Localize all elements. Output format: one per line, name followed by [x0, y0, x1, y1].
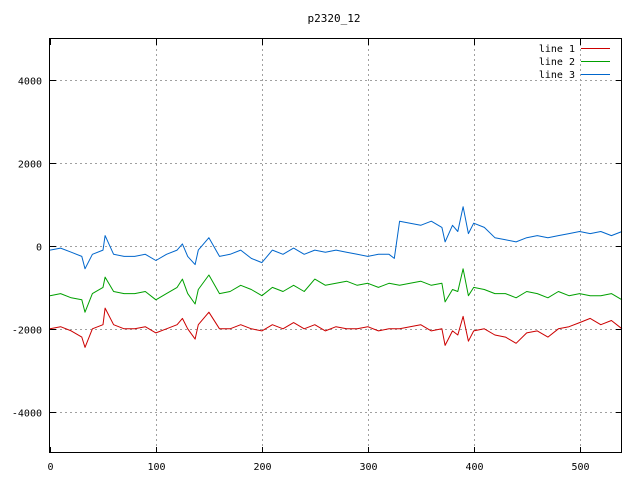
legend-label: line 3: [539, 70, 575, 81]
y-tick-label: 0: [36, 243, 42, 254]
axes: 0 100 200 300 400 500 -4000 -2000 0 2000 4000: [12, 39, 622, 473]
chart-title: p2320_12: [308, 12, 361, 25]
series-line-3: [49, 206, 623, 270]
y-tick-label: -2000: [12, 326, 42, 337]
x-tick-label: 100: [147, 462, 165, 473]
x-tick-label: 400: [465, 462, 483, 473]
series-line-1: [49, 307, 623, 348]
y-tick-label: -4000: [12, 409, 42, 420]
plot-frame: [49, 38, 622, 453]
x-tick-label: 500: [571, 462, 589, 473]
x-tick-label: 0: [47, 462, 53, 473]
x-tick-label: 200: [253, 462, 271, 473]
series-group: [49, 206, 623, 348]
x-tick-label: 300: [359, 462, 377, 473]
grid: [50, 39, 622, 453]
legend-label: line 2: [539, 57, 575, 68]
y-tick-label: 2000: [18, 160, 42, 171]
legend: line 1 line 2 line 3: [539, 44, 610, 81]
series-line-2: [49, 268, 623, 313]
legend-label: line 1: [539, 44, 575, 55]
y-tick-label: 4000: [18, 77, 42, 88]
